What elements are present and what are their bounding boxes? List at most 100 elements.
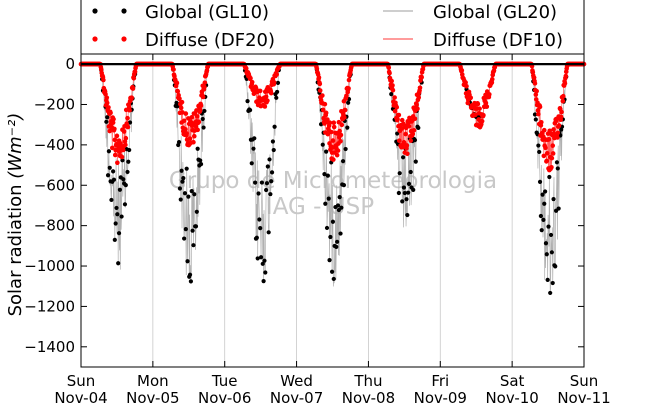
global-dot xyxy=(328,234,333,240)
plot-area: Grupo de Micrometeorologia IAG - USP xyxy=(78,53,587,368)
global-dot xyxy=(264,181,270,186)
global-dot xyxy=(275,89,280,95)
diffuse-dot xyxy=(202,84,207,90)
diffuse-dot xyxy=(484,104,490,109)
global-dot xyxy=(251,146,256,151)
global-dot xyxy=(541,217,546,222)
watermark: Grupo de Micrometeorologia IAG - USP xyxy=(169,168,497,220)
diffuse-dot xyxy=(338,132,344,138)
global-dot xyxy=(326,196,331,201)
diffuse-dot xyxy=(262,104,268,109)
diffuse-dot xyxy=(104,100,110,106)
global-dot xyxy=(182,236,187,241)
diffuse-dot xyxy=(195,127,200,133)
diffuse-dot xyxy=(322,101,328,107)
diffuse-dot xyxy=(463,80,468,85)
global-dot xyxy=(109,197,114,203)
diffuse-dot xyxy=(419,74,424,80)
global-dot xyxy=(338,231,343,236)
diffuse-dot xyxy=(271,80,277,85)
diffuse-dot xyxy=(183,127,188,132)
y-tick-label: −600 xyxy=(34,176,75,194)
diffuse-dot xyxy=(200,94,206,100)
diffuse-dot xyxy=(546,137,552,142)
diffuse-dot xyxy=(191,133,197,139)
legend-entry-global-gl10: Global (GL10) xyxy=(92,2,269,23)
diffuse-dot xyxy=(194,114,200,119)
global-dot xyxy=(190,228,195,233)
diffuse-dot xyxy=(339,122,345,128)
global-dot xyxy=(106,149,111,154)
global-dot xyxy=(200,116,205,122)
global-dot xyxy=(116,261,121,266)
diffuse-dot xyxy=(390,83,395,88)
diffuse-dot xyxy=(132,69,138,75)
global-dot xyxy=(198,158,203,163)
global-dot xyxy=(263,270,268,275)
x-tick-label-day: Fri xyxy=(431,372,449,390)
y-axis-label: Solar radiation (Wm⁻²) xyxy=(5,113,26,317)
global-dot xyxy=(408,169,413,175)
global-dot xyxy=(395,131,400,136)
legend-marker-dot xyxy=(92,8,98,14)
global-dot xyxy=(191,243,196,248)
x-tick-label-date: Nov-09 xyxy=(414,389,467,407)
global-dot xyxy=(257,217,262,222)
diffuse-dot xyxy=(403,131,408,137)
diffuse-dot xyxy=(531,75,537,80)
diffuse-dot xyxy=(477,106,482,111)
global-dot xyxy=(195,146,200,151)
diffuse-dot xyxy=(534,88,539,94)
global-dot xyxy=(265,164,270,169)
grid-lines xyxy=(152,54,513,367)
diffuse-dot xyxy=(560,98,566,104)
global-dot xyxy=(537,179,543,185)
diffuse-dot xyxy=(399,126,405,131)
global-dot xyxy=(252,136,257,141)
global-dot xyxy=(255,256,260,261)
diffuse-dot xyxy=(123,142,128,148)
global-dot xyxy=(406,181,412,186)
global-dot xyxy=(189,189,194,194)
global-dot xyxy=(182,191,188,196)
global-dot xyxy=(335,239,340,244)
legend-marker-dot xyxy=(92,36,98,42)
watermark-line-1: Grupo de Micrometeorologia xyxy=(169,168,497,194)
diffuse-dot xyxy=(410,131,416,137)
diffuse-dot xyxy=(331,120,337,126)
diffuse-dot xyxy=(268,90,274,96)
diffuse-dot xyxy=(189,115,195,120)
global-dot xyxy=(340,159,346,164)
diffuse-dot xyxy=(114,133,120,139)
diffuse-dot xyxy=(112,126,117,132)
global-dot xyxy=(271,147,276,153)
diffuse-dot xyxy=(110,120,116,125)
global-dot xyxy=(400,155,406,160)
global-dot xyxy=(107,165,112,170)
x-tick-label-day: Wed xyxy=(280,372,313,390)
diffuse-dot xyxy=(129,95,135,100)
diffuse-dot xyxy=(98,67,104,72)
global-dot xyxy=(245,99,250,104)
diffuse-dot xyxy=(257,88,263,94)
diffuse-dot xyxy=(459,68,465,73)
global-dot xyxy=(550,280,555,286)
diffuse-dot xyxy=(535,108,541,113)
diffuse-dot xyxy=(265,98,270,103)
global-dot xyxy=(411,187,416,193)
x-tick-label-day: Mon xyxy=(137,372,169,390)
diffuse-dot xyxy=(541,127,547,133)
diffuse-dot xyxy=(532,81,538,86)
global-dot xyxy=(554,160,560,165)
global-dot xyxy=(532,112,538,117)
global-dot xyxy=(180,179,185,184)
diffuse-dot xyxy=(263,94,269,99)
global-dot xyxy=(549,250,554,255)
diffuse-dot xyxy=(544,150,550,156)
global-dot xyxy=(325,173,330,178)
global-dot xyxy=(412,138,418,143)
x-tick-label-day: Sat xyxy=(500,372,525,390)
global-dot xyxy=(122,202,128,207)
diffuse-dot xyxy=(101,77,106,83)
diffuse-dot xyxy=(106,105,111,110)
